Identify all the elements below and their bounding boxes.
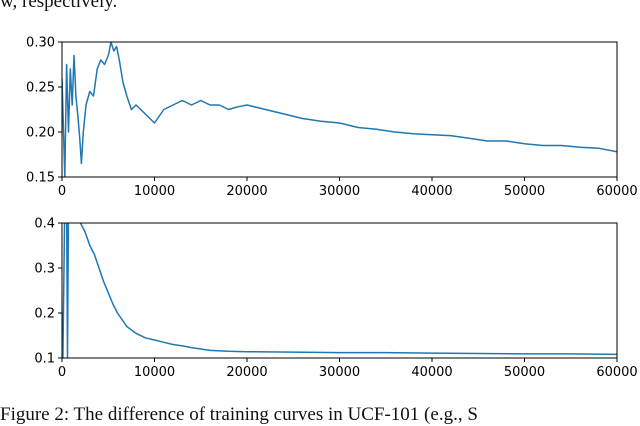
x-tick-label: 10000: [134, 184, 175, 199]
figure-caption: Figure 2: The difference of training cur…: [0, 404, 478, 425]
y-tick-label: 0.4: [34, 217, 55, 232]
y-tick-label: 0.1: [34, 352, 55, 367]
x-tick-label: 20000: [226, 184, 267, 199]
x-tick-label: 30000: [319, 365, 360, 380]
y-tick-label: 0.25: [26, 81, 55, 96]
bottom-panel: 0 10000 20000 30000 40000 50000 60000 0.1 0.2 0.3…: [34, 217, 637, 381]
x-tick-label: 50000: [504, 184, 545, 199]
top-panel: 0 10000 20000 30000 40000 50000 60000 0.15 0.20 0…: [26, 36, 638, 200]
x-tick-label: 40000: [411, 365, 452, 380]
x-tick-label: 60000: [596, 184, 637, 199]
y-tick-label: 0.15: [26, 171, 55, 186]
plot-frame: [61, 41, 618, 178]
x-tick-label: 0: [58, 365, 66, 380]
preceding-text-fragment: w, respectively.: [0, 0, 118, 12]
x-tick-label: 50000: [504, 365, 545, 380]
y-tick-label: 0.30: [26, 36, 55, 51]
series-line-0: [62, 223, 617, 358]
x-tick-label: 30000: [319, 184, 360, 199]
y-tick-label: 0.3: [34, 262, 55, 277]
x-tick-label: 40000: [411, 184, 452, 199]
y-tick-label: 0.20: [26, 126, 55, 141]
series-line-0: [62, 42, 617, 177]
y-tick-label: 0.2: [34, 307, 55, 322]
x-tick-label: 0: [58, 184, 66, 199]
x-tick-label: 10000: [134, 365, 175, 380]
x-tick-label: 60000: [596, 365, 637, 380]
x-tick-label: 20000: [226, 365, 267, 380]
